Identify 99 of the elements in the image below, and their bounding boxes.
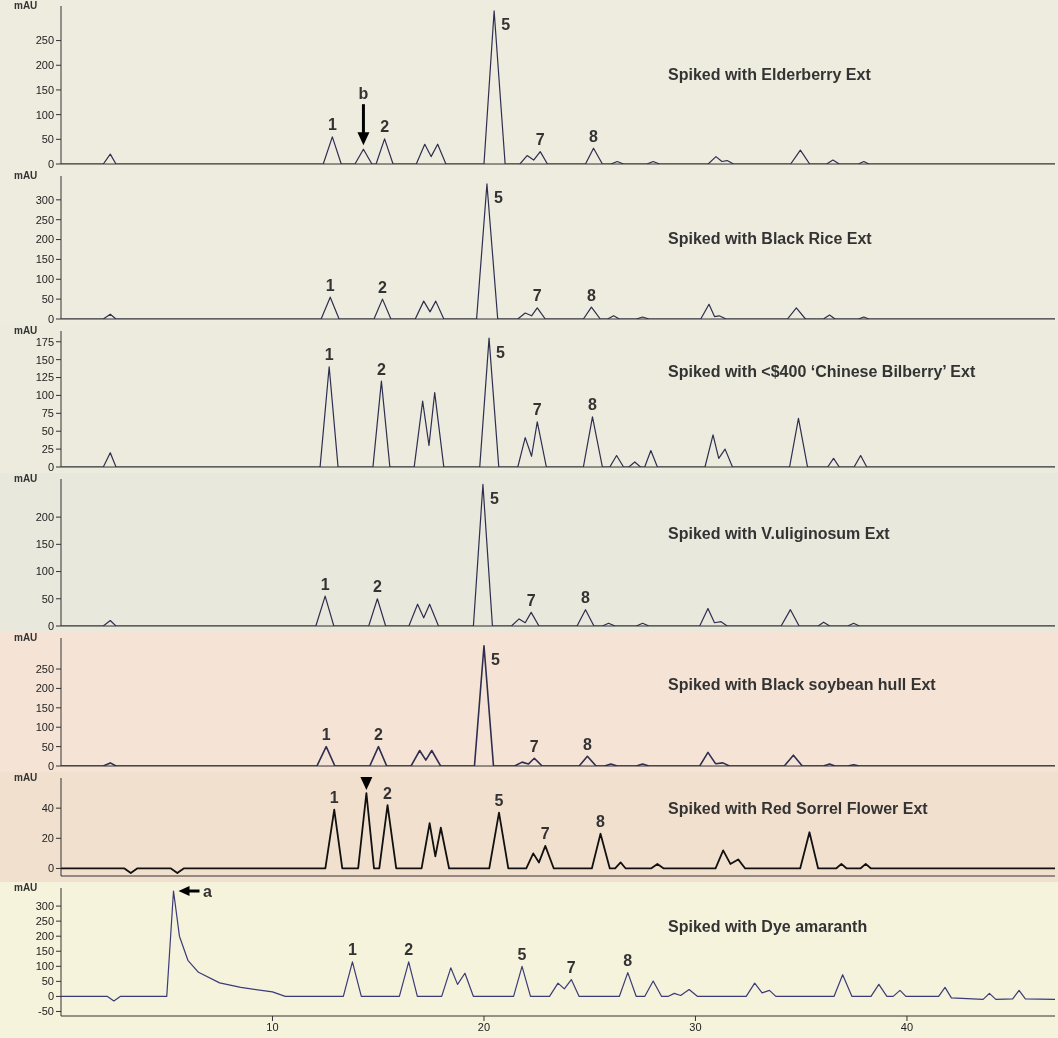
annotation: 7 <box>540 825 550 843</box>
y-tick-label: 175 <box>35 335 54 348</box>
y-tick-label: 250 <box>35 34 54 47</box>
y-axis-title: mAU <box>14 325 38 336</box>
annotation: 1 <box>325 276 335 294</box>
annotation: 2 <box>372 578 382 596</box>
annotation: 8 <box>582 735 592 753</box>
annotation: 7 <box>566 959 576 977</box>
annotation: 5 <box>517 945 527 963</box>
y-tick-label: 125 <box>35 371 54 384</box>
y-tick-label: 100 <box>35 721 54 734</box>
annotation: 7 <box>532 287 542 305</box>
y-tick-label: -50 <box>38 1005 54 1018</box>
y-tick-label: 50 <box>41 293 54 306</box>
annotation: 8 <box>581 589 591 607</box>
y-tick-label: 0 <box>47 619 54 632</box>
text: Spiked with <$400 ‘Chinese Bilberry’ Ext <box>668 363 976 381</box>
y-tick-label: 150 <box>35 701 54 714</box>
annotation: 1 <box>329 789 339 807</box>
annotation: 2 <box>373 726 383 744</box>
annotation: 7 <box>529 737 539 755</box>
y-axis-title: mAU <box>14 473 38 484</box>
y-tick-label: 150 <box>35 353 54 366</box>
annotation: 5 <box>490 651 500 669</box>
annotation: 1 <box>347 941 357 959</box>
y-tick-label: 50 <box>41 592 54 605</box>
y-tick-label: 50 <box>41 740 54 753</box>
annotation: 2 <box>378 278 388 296</box>
annotation: 5 <box>489 489 499 507</box>
y-axis-title: mAU <box>14 0 38 11</box>
x-tick-label: 10 <box>266 1020 279 1033</box>
y-tick-label: 40 <box>41 802 54 815</box>
y-tick-label: 150 <box>35 253 54 266</box>
y-tick-label: 200 <box>35 930 54 943</box>
text: Spiked with Dye amaranth <box>668 918 868 936</box>
annotation: 7 <box>535 131 545 149</box>
line-series <box>61 890 1055 1002</box>
y-tick-label: 150 <box>35 83 54 96</box>
annotation: 5 <box>496 343 506 361</box>
y-axis-title: mAU <box>14 882 38 893</box>
y-axis-title: mAU <box>14 170 38 181</box>
annotation: 8 <box>623 952 633 970</box>
annotation: 1 <box>321 726 331 744</box>
y-tick-label: 250 <box>35 915 54 928</box>
y-tick-label: 200 <box>35 682 54 695</box>
y-tick-label: 0 <box>47 460 54 473</box>
text: Spiked with Elderberry Ext <box>668 66 871 84</box>
y-tick-label: 0 <box>47 312 54 325</box>
y-tick-label: 50 <box>41 975 54 988</box>
annotation: 5 <box>501 16 511 34</box>
y-axis-title: mAU <box>14 632 38 643</box>
y-tick-label: 50 <box>41 425 54 438</box>
annotation: b <box>358 84 369 102</box>
text: Spiked with Black soybean hull Ext <box>668 676 936 694</box>
y-tick-label: 250 <box>35 662 54 675</box>
annotation: 5 <box>493 189 503 207</box>
y-tick-label: 200 <box>35 233 54 246</box>
x-tick-label: 20 <box>477 1020 491 1033</box>
y-tick-label: 250 <box>35 213 54 226</box>
y-tick-label: 100 <box>35 960 54 973</box>
y-tick-label: 200 <box>35 511 54 524</box>
annotation: 2 <box>383 784 393 802</box>
annotation: 2 <box>376 360 386 378</box>
annotation: 7 <box>532 401 542 419</box>
y-tick-label: 0 <box>47 862 54 875</box>
annotation: 8 <box>596 813 606 831</box>
y-tick-label: 25 <box>41 443 54 456</box>
y-tick-label: 0 <box>47 759 54 772</box>
annotation: 5 <box>494 792 504 810</box>
x-tick-label: 30 <box>689 1020 702 1033</box>
annotation: 2 <box>380 118 390 136</box>
y-tick-label: 75 <box>41 407 54 420</box>
y-tick-label: 150 <box>35 538 54 551</box>
annotation: 2 <box>404 941 414 959</box>
y-tick-label: 20 <box>41 832 54 845</box>
y-tick-label: 150 <box>35 945 54 958</box>
annotation: 8 <box>586 286 596 304</box>
y-tick-label: 300 <box>35 193 54 206</box>
y-axis-title: mAU <box>14 772 38 783</box>
annotation: 8 <box>588 396 598 414</box>
text: Spiked with V.uliginosum Ext <box>668 525 890 543</box>
y-tick-label: 200 <box>35 59 54 72</box>
y-tick-label: 0 <box>47 990 54 1003</box>
y-tick-label: 0 <box>47 157 54 170</box>
annotation: 7 <box>526 591 536 609</box>
y-tick-label: 100 <box>35 108 54 121</box>
annotation: a <box>203 882 213 900</box>
y-tick-label: 100 <box>35 273 54 286</box>
annotation: 1 <box>324 346 334 364</box>
annotation: 1 <box>327 116 337 134</box>
text: Spiked with Red Sorrel Flower Ext <box>668 800 928 818</box>
y-tick-label: 50 <box>41 133 54 146</box>
annotation: 1 <box>320 575 330 593</box>
y-tick-label: 300 <box>35 899 54 912</box>
y-tick-label: 100 <box>35 565 54 578</box>
text: Spiked with Black Rice Ext <box>668 230 872 248</box>
annotation: 8 <box>589 127 599 145</box>
x-tick-label: 40 <box>900 1020 914 1033</box>
y-tick-label: 100 <box>35 389 54 402</box>
